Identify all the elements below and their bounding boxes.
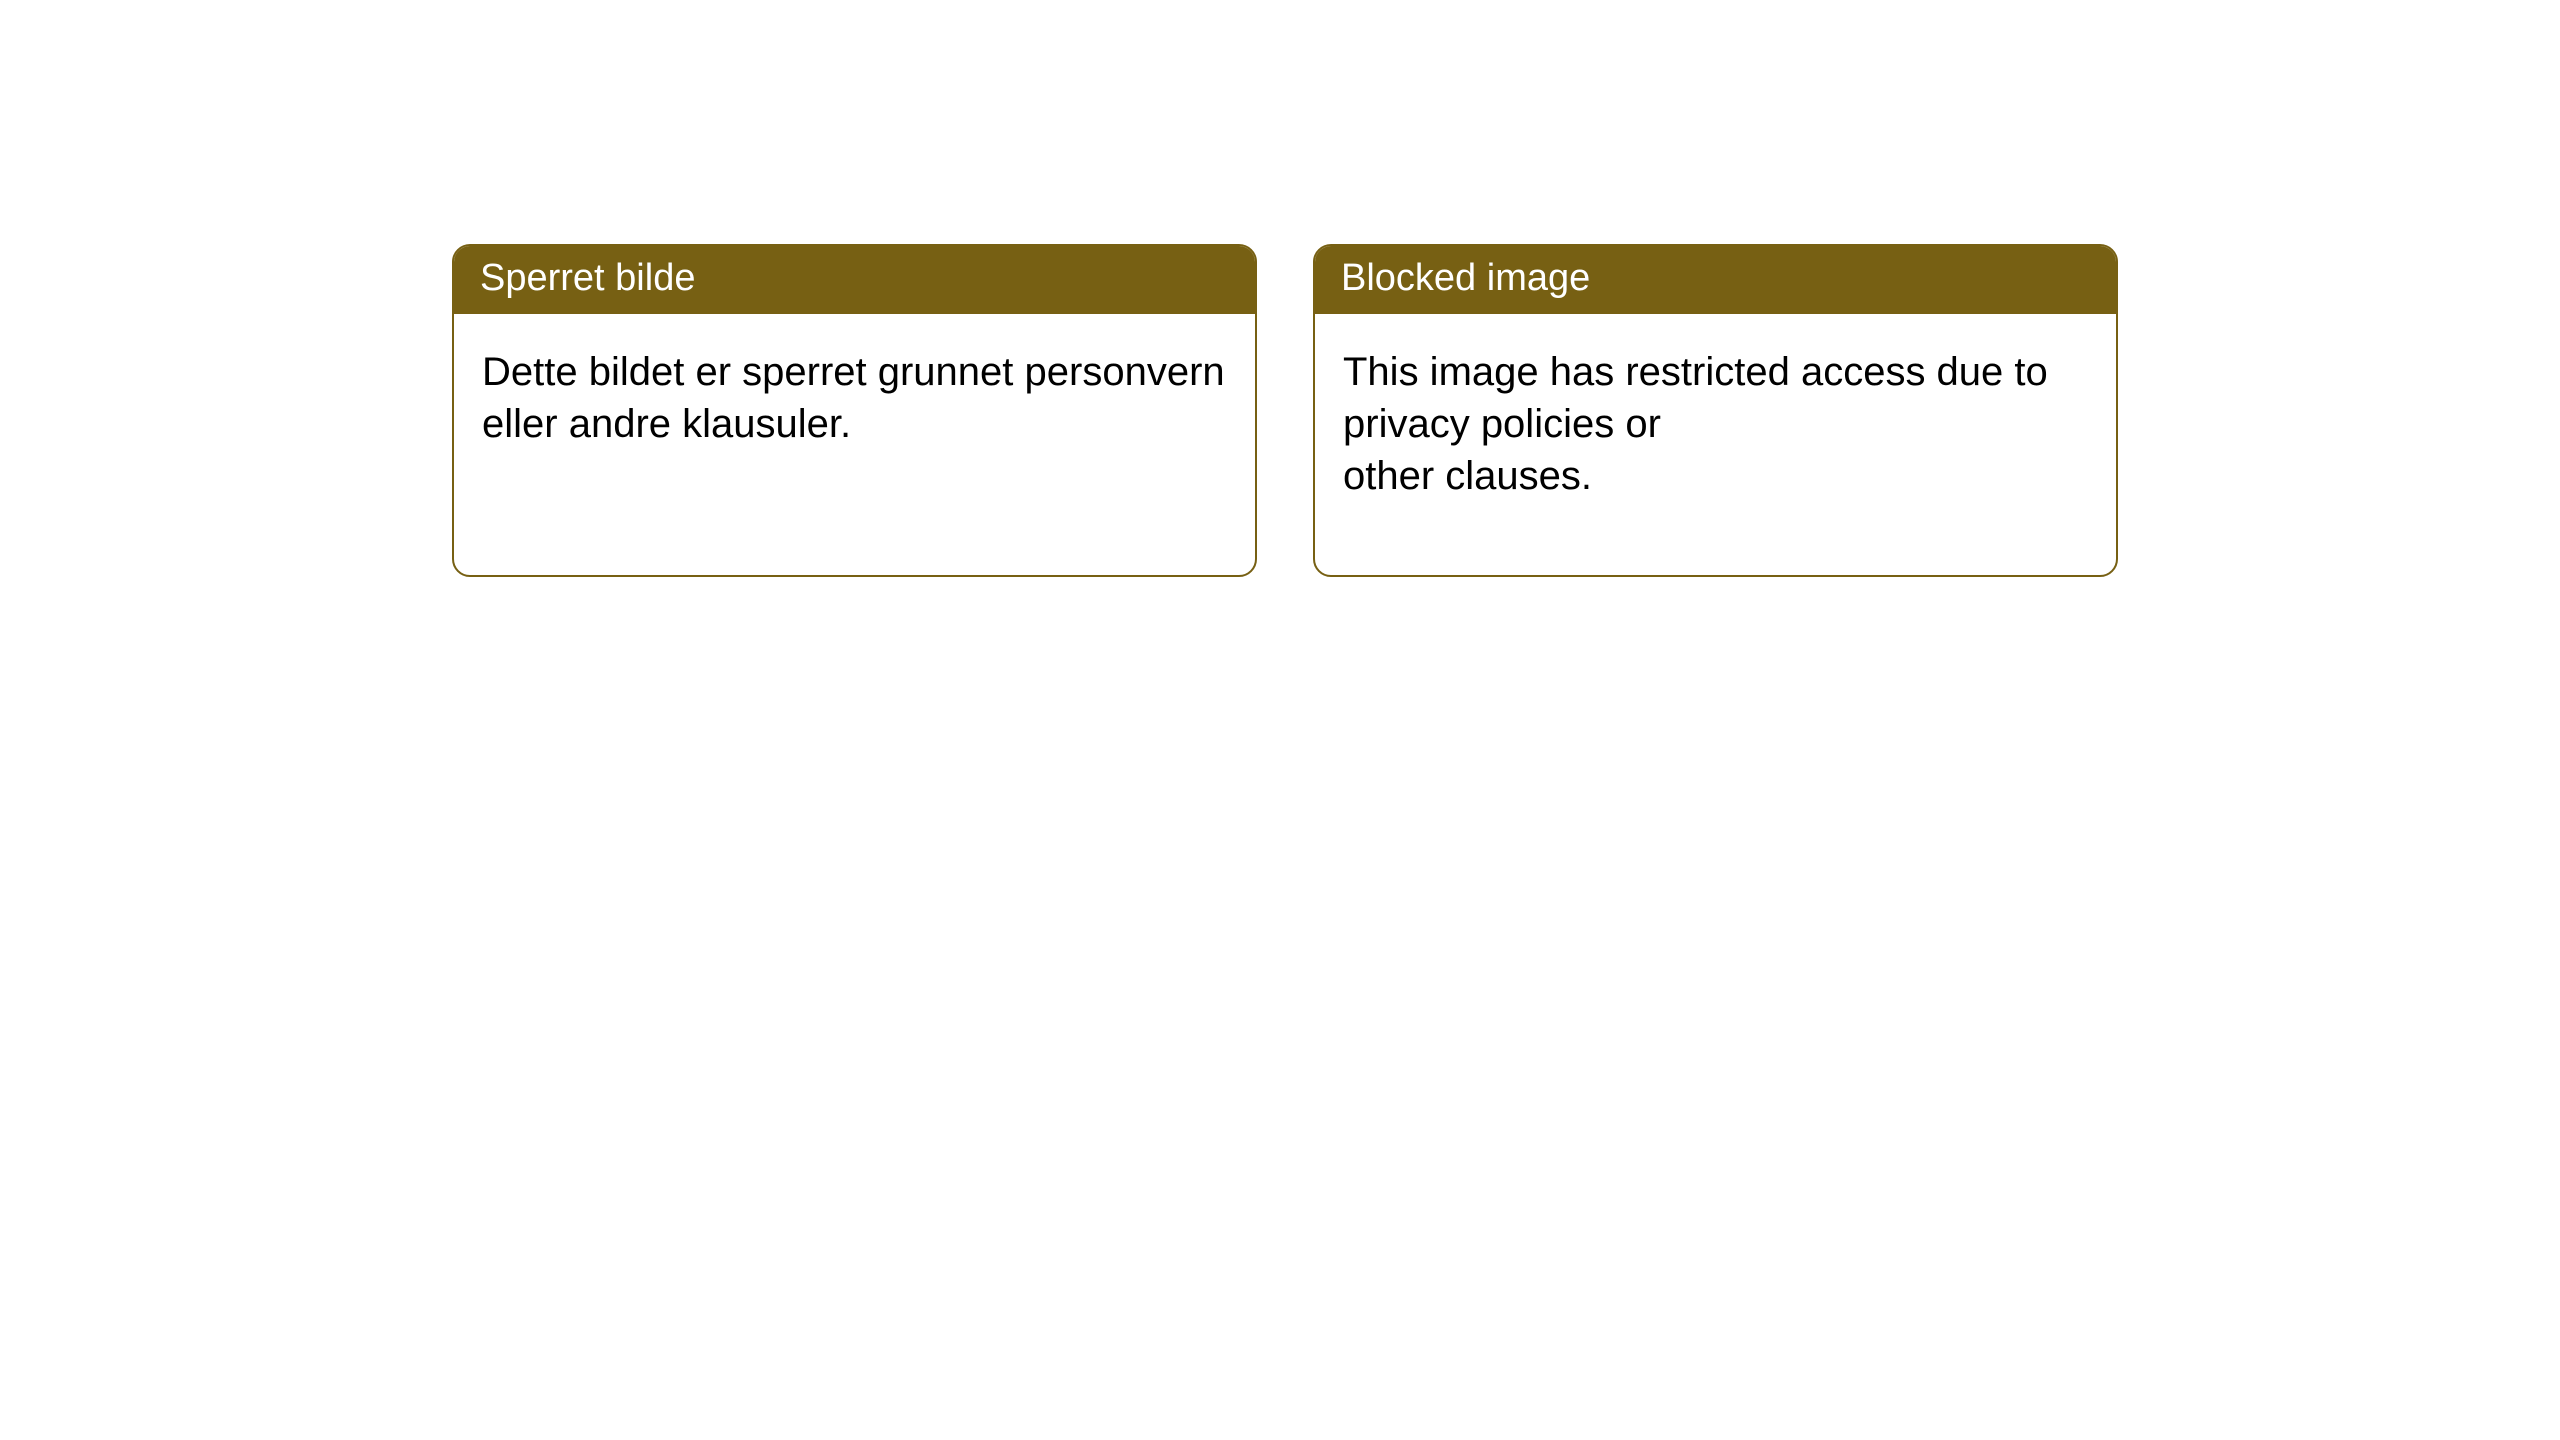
notice-card-english: Blocked image This image has restricted … xyxy=(1313,244,2118,577)
notice-body-english: This image has restricted access due to … xyxy=(1315,314,2116,534)
notice-header-english: Blocked image xyxy=(1315,246,2116,314)
notice-body-norwegian: Dette bildet er sperret grunnet personve… xyxy=(454,314,1255,482)
notice-header-norwegian: Sperret bilde xyxy=(454,246,1255,314)
notice-card-norwegian: Sperret bilde Dette bildet er sperret gr… xyxy=(452,244,1257,577)
notice-container: Sperret bilde Dette bildet er sperret gr… xyxy=(0,0,2560,577)
